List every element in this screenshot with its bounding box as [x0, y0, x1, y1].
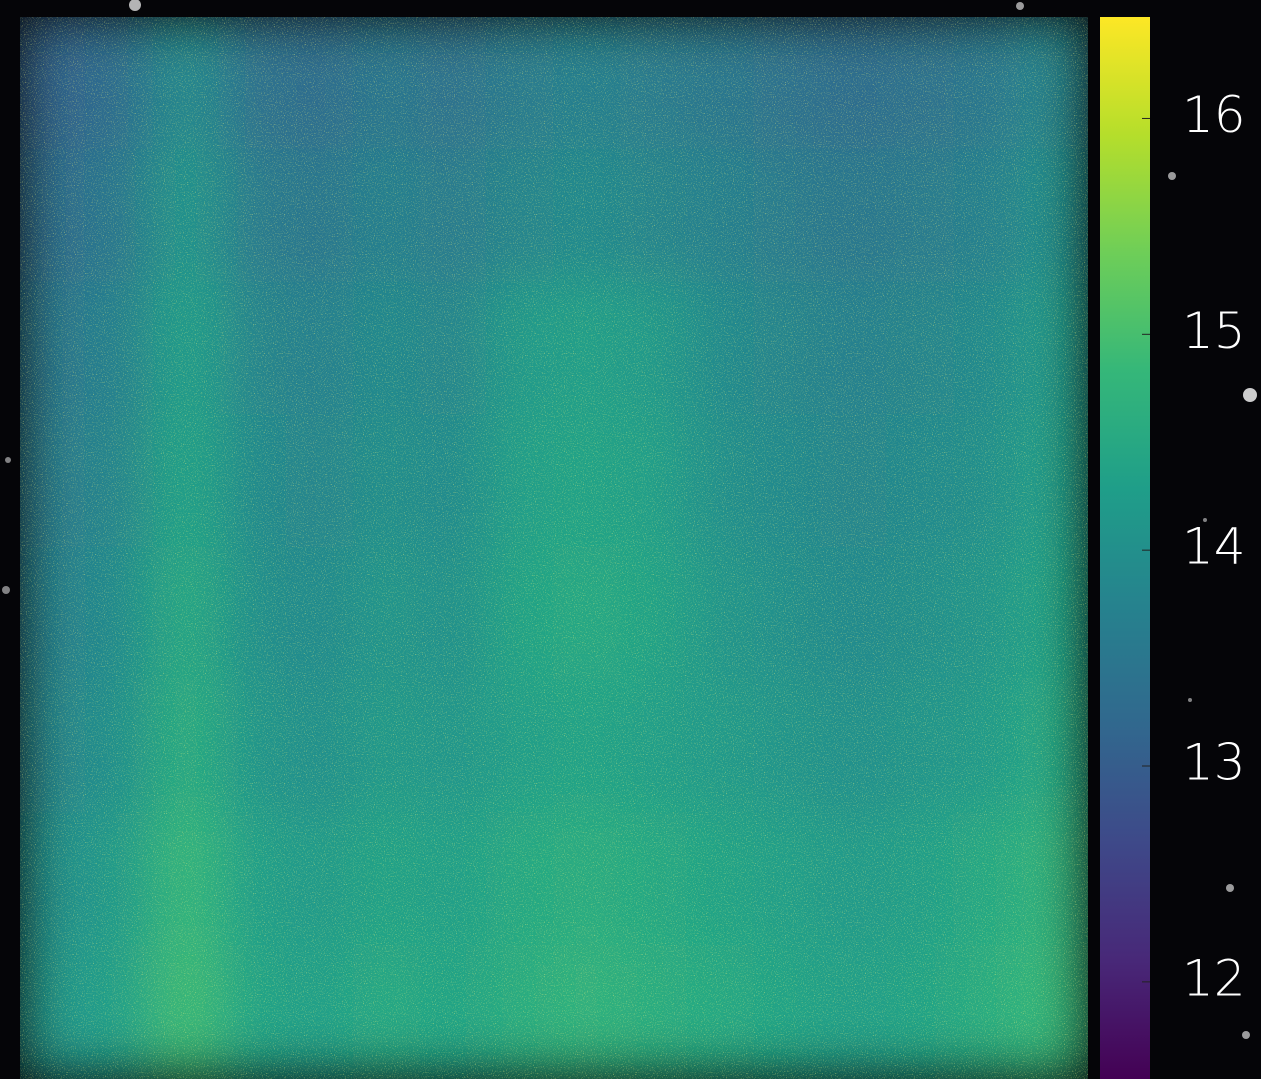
colorbar-tick-label: 15	[1182, 302, 1246, 360]
pixel-noise	[20, 17, 1088, 1079]
colorbar-tick-label: 13	[1182, 734, 1246, 792]
colorbar-tick-label: 14	[1182, 518, 1246, 576]
image	[19, 16, 1089, 1079]
colorbar-tick-label: 16	[1182, 86, 1246, 144]
colorbar-tick-label: 12	[1182, 949, 1246, 1007]
figure: 12 13 14 15 16	[0, 0, 1261, 1079]
colorbar	[1100, 17, 1150, 1079]
